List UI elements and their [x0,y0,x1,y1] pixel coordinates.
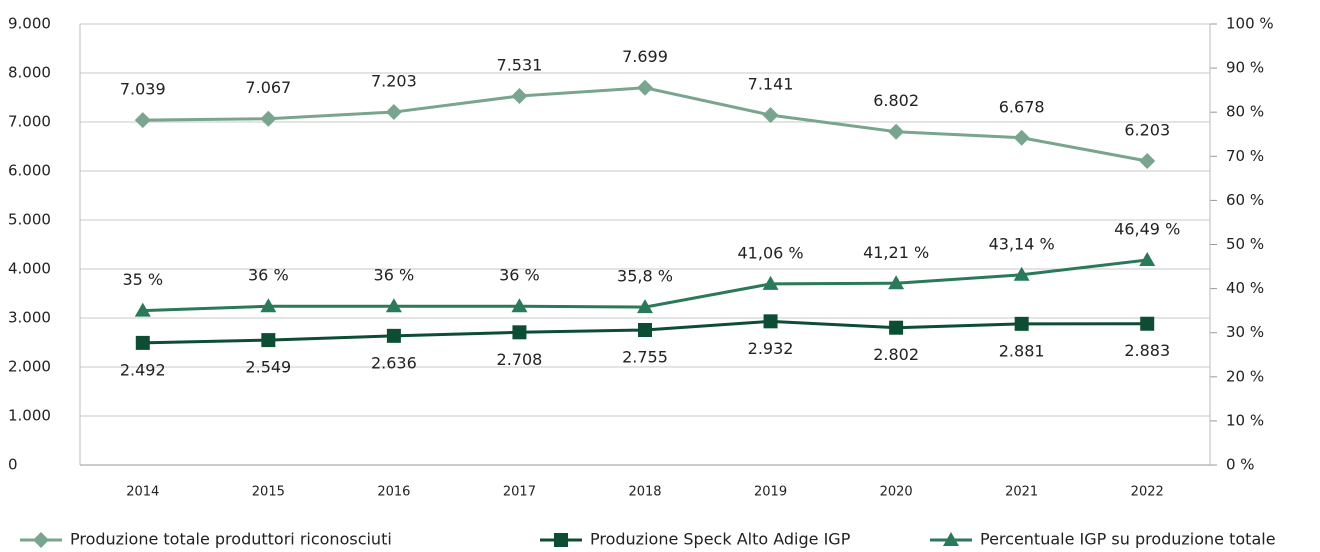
data-label: 41,06 % [738,243,804,262]
y2-tick-label: 100 % [1226,15,1274,33]
data-point [261,333,276,348]
data-label: 2.932 [748,339,794,358]
y-tick-label: 4.000 [8,260,51,278]
data-point [512,325,527,340]
x-tick-label: 2014 [126,485,159,500]
data-point [134,302,151,317]
legend-marker [33,532,49,548]
data-point [762,107,779,124]
data-point [260,298,277,313]
data-point [1139,153,1156,170]
data-label: 2.802 [873,345,919,364]
legend-label: Produzione Speck Alto Adige IGP [590,530,851,549]
data-point [637,299,653,314]
data-point [889,320,904,335]
y2-tick-label: 20 % [1226,367,1264,385]
data-label: 2.708 [497,350,543,369]
data-label: 7.141 [748,75,794,94]
data-point [1013,266,1030,281]
data-point [1139,251,1156,266]
y2-tick-label: 10 % [1226,411,1264,429]
data-label: 7.203 [371,72,417,91]
data-label: 2.883 [1124,341,1170,360]
data-point [763,314,778,329]
y-tick-label: 1.000 [8,407,51,425]
data-label: 2.881 [999,341,1045,360]
y-tick-label: 2.000 [8,358,51,376]
data-label: 7.531 [497,55,543,74]
data-point [762,275,779,290]
data-point [888,123,905,140]
data-point [888,275,905,290]
y-tick-label: 6.000 [8,162,51,180]
data-label: 7.699 [622,47,668,66]
data-point [385,104,402,121]
y2-tick-label: 30 % [1226,323,1264,341]
data-label: 7.039 [120,80,166,99]
data-label: 35 % [122,270,163,289]
data-label: 46,49 % [1114,219,1180,238]
data-point [386,328,401,343]
data-point [1014,316,1029,331]
x-tick-label: 2022 [1131,485,1164,500]
data-label: 36 % [499,266,540,285]
x-tick-label: 2017 [503,485,536,500]
data-point [511,298,528,313]
legend-marker [554,533,568,547]
legend-label: Produzione totale produttori riconosciut… [70,530,392,549]
data-point [511,87,528,104]
data-point [260,110,277,127]
x-tick-label: 2019 [754,485,787,500]
y2-tick-label: 70 % [1226,147,1264,165]
data-point [134,112,151,129]
y-tick-label: 8.000 [8,64,51,82]
y-tick-label: 0 [8,456,18,474]
data-label: 2.636 [371,353,417,372]
data-label: 35,8 % [617,267,673,286]
x-tick-label: 2016 [377,485,410,500]
legend-marker [943,532,959,546]
data-label: 6.203 [1124,121,1170,140]
y2-tick-label: 0 % [1226,456,1255,474]
y-tick-label: 9.000 [8,15,51,33]
y2-tick-label: 50 % [1226,235,1264,253]
y-tick-label: 7.000 [8,113,51,131]
data-point [637,79,653,96]
y2-tick-label: 90 % [1226,59,1264,77]
data-label: 6.802 [873,91,919,110]
data-label: 7.067 [245,78,291,97]
x-tick-label: 2020 [880,485,913,500]
data-label: 36 % [248,266,289,285]
legend-label: Percentuale IGP su produzione totale [980,530,1276,549]
y2-tick-label: 80 % [1226,103,1264,121]
data-label: 2.492 [120,360,166,379]
data-label: 6.678 [999,97,1045,116]
series-line [142,86,1148,163]
data-point [135,335,150,350]
data-label: 2.549 [245,358,291,377]
data-point [385,298,402,313]
data-label: 36 % [374,266,415,285]
y-tick-label: 3.000 [8,309,51,327]
x-tick-label: 2018 [628,485,661,500]
x-tick-label: 2015 [252,485,285,500]
data-point [1140,316,1155,331]
data-label: 41,21 % [863,243,929,262]
y-tick-label: 5.000 [8,211,51,229]
data-label: 2.755 [622,348,668,367]
data-point [638,323,652,338]
x-tick-label: 2021 [1005,485,1038,500]
data-label: 43,14 % [989,234,1055,253]
data-point [1013,129,1030,146]
y2-tick-label: 40 % [1226,279,1264,297]
y2-tick-label: 60 % [1226,191,1264,209]
